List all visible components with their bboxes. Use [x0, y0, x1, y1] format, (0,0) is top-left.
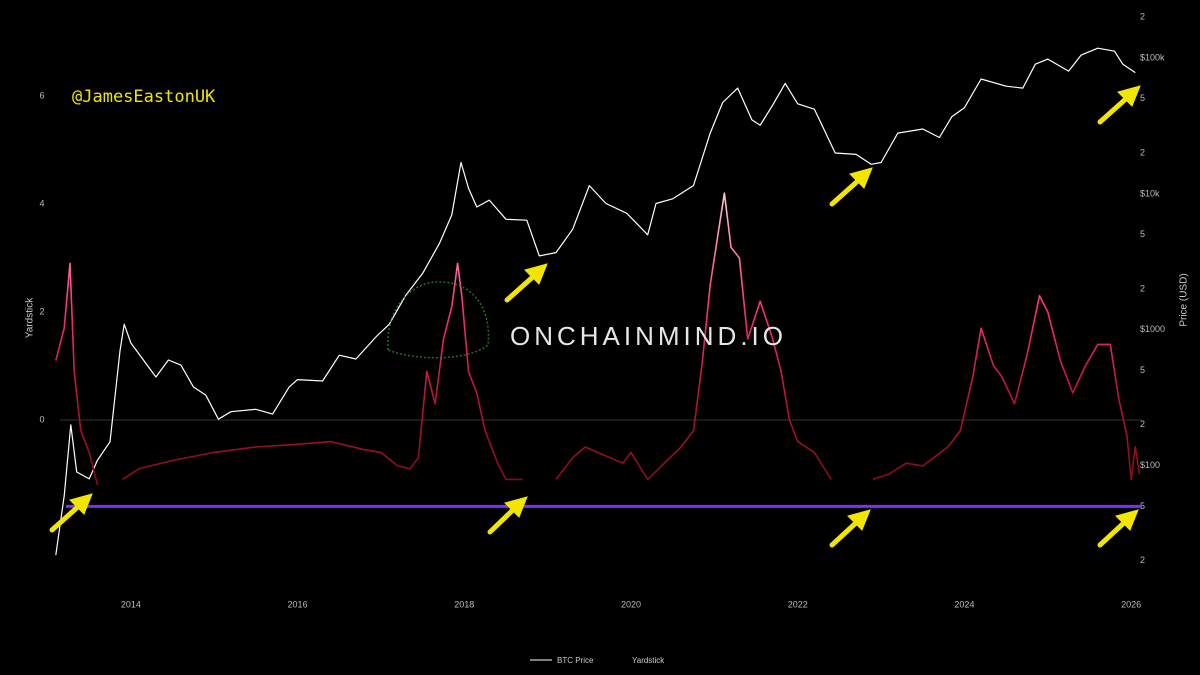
y2-tick-label: 5: [1140, 501, 1145, 511]
legend-label: BTC Price: [557, 656, 594, 665]
plot: 0 2 4 6 2 $100k 5 2 $10k 5 2 $1000 5 2 $100 5 2 2014 2016 2…: [39, 11, 1165, 609]
legend-label: Yardstick: [632, 656, 665, 665]
arrow-head: [849, 167, 873, 189]
arrow-head: [847, 509, 871, 531]
arrows: [49, 85, 1141, 548]
y2-tick-label: 2: [1140, 283, 1145, 293]
arrow-head: [524, 263, 548, 285]
y2-axis-title: Price (USD): [1179, 273, 1190, 326]
y-axis-title: Yardstick: [25, 297, 36, 338]
arrow: [487, 505, 518, 535]
y2-tick-label: 2: [1140, 147, 1145, 157]
x-tick-label: 2024: [954, 599, 974, 609]
y-tick-label: 6: [39, 90, 44, 100]
arrow: [829, 176, 863, 207]
arrow: [504, 272, 538, 303]
series-line: [55, 47, 1136, 556]
y2-tick-label: $10k: [1140, 188, 1160, 198]
y-tick-label: 4: [39, 198, 44, 208]
arrow: [49, 502, 83, 533]
handle: @JamesEastonUK: [72, 87, 216, 107]
y2-tick-label: 5: [1140, 365, 1145, 375]
x-tick-label: 2022: [788, 599, 808, 609]
logo: [387, 281, 490, 359]
arrow-head: [69, 493, 93, 515]
y-tick-label: 0: [39, 414, 44, 424]
watermark: ONCHAINMIND.IO: [510, 321, 787, 351]
y2-tick-label: 5: [1140, 229, 1145, 239]
x-tick-label: 2018: [454, 599, 474, 609]
series-line: [55, 192, 1141, 485]
x-tick-label: 2020: [621, 599, 641, 609]
y2-tick-label: 2: [1140, 555, 1145, 565]
arrow-head: [504, 496, 528, 518]
y2-tick-label: 2: [1140, 419, 1145, 429]
arrow: [1097, 94, 1131, 125]
y2-tick-label: 5: [1140, 93, 1145, 103]
y-tick-label: 2: [39, 306, 44, 316]
x-tick-label: 2016: [288, 599, 308, 609]
x-tick-label: 2014: [121, 599, 141, 609]
arrow-head: [1115, 509, 1139, 531]
x-tick-label: 2026: [1121, 599, 1141, 609]
y2-tick-label: $1000: [1140, 324, 1165, 334]
arrow-head: [1117, 85, 1141, 107]
arrow: [829, 518, 861, 548]
y2-tick-label: 2: [1140, 11, 1145, 21]
arrow: [1097, 518, 1129, 548]
y2-tick-label: $100: [1140, 460, 1160, 470]
y2-tick-label: $100k: [1140, 52, 1165, 62]
